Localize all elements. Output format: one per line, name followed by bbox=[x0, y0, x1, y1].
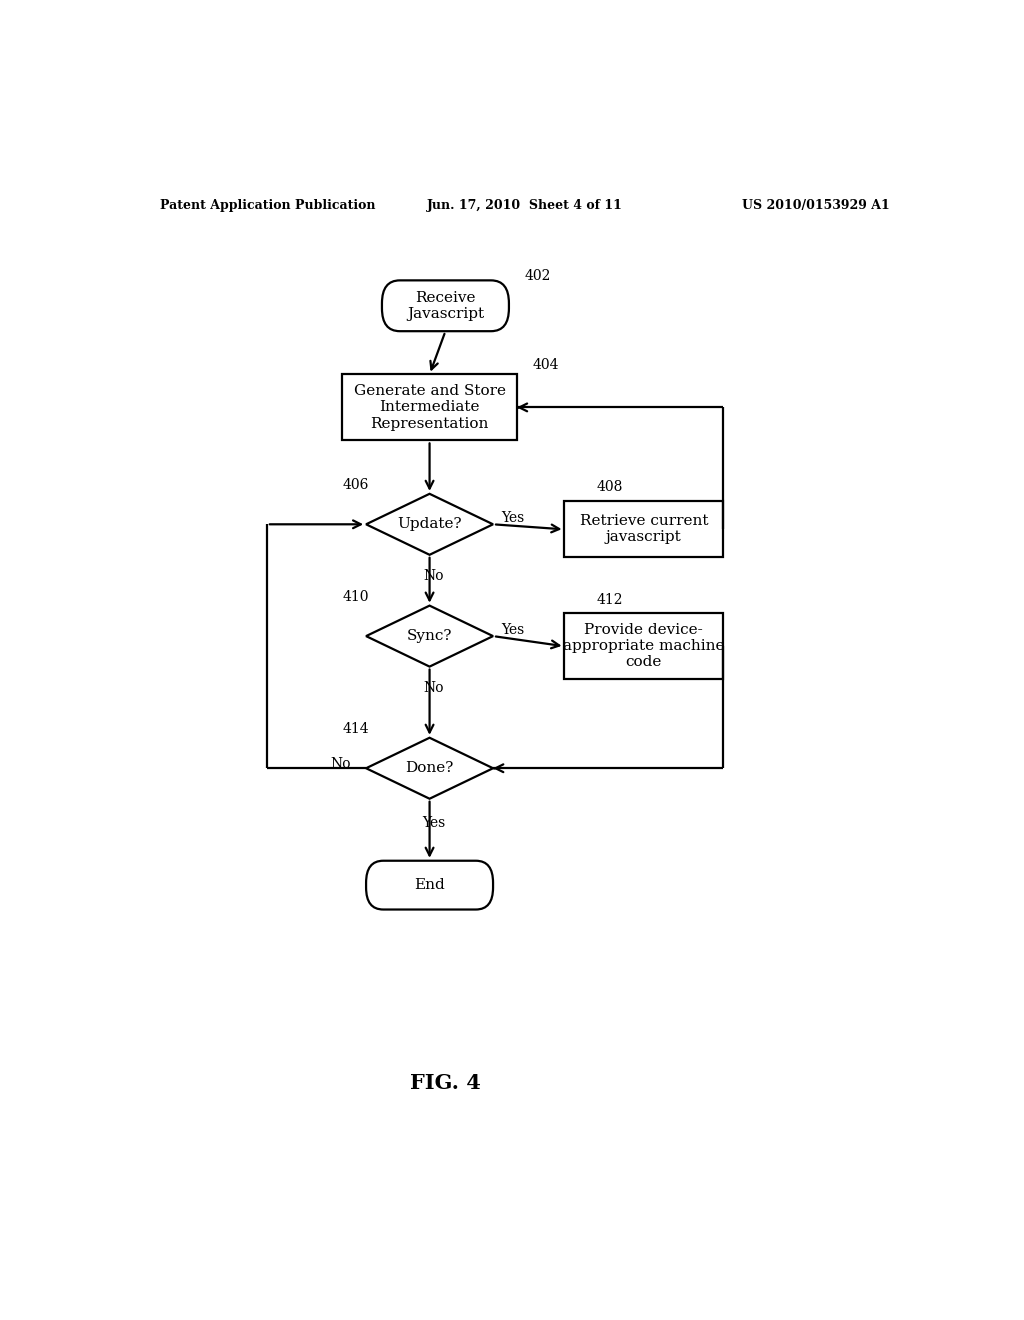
Bar bbox=[564, 502, 723, 557]
Text: 406: 406 bbox=[342, 478, 369, 492]
Text: Retrieve current
javascript: Retrieve current javascript bbox=[580, 515, 708, 544]
Text: 408: 408 bbox=[596, 479, 623, 494]
FancyBboxPatch shape bbox=[367, 861, 494, 909]
Text: Generate and Store
Intermediate
Representation: Generate and Store Intermediate Represen… bbox=[353, 384, 506, 430]
Text: US 2010/0153929 A1: US 2010/0153929 A1 bbox=[742, 199, 890, 213]
Text: 414: 414 bbox=[342, 722, 369, 735]
Text: No: No bbox=[423, 569, 443, 583]
Text: FIG. 4: FIG. 4 bbox=[410, 1073, 481, 1093]
Text: 404: 404 bbox=[532, 358, 559, 372]
Text: End: End bbox=[414, 878, 445, 892]
Text: Jun. 17, 2010  Sheet 4 of 11: Jun. 17, 2010 Sheet 4 of 11 bbox=[427, 199, 623, 213]
Bar bbox=[342, 375, 517, 441]
Polygon shape bbox=[367, 738, 494, 799]
Text: Yes: Yes bbox=[501, 623, 524, 638]
Text: 410: 410 bbox=[342, 590, 369, 603]
Bar bbox=[564, 614, 723, 680]
Text: Update?: Update? bbox=[397, 517, 462, 532]
Text: 402: 402 bbox=[524, 269, 551, 284]
Text: No: No bbox=[423, 681, 443, 696]
Text: Yes: Yes bbox=[501, 511, 524, 525]
Polygon shape bbox=[367, 606, 494, 667]
Text: Provide device-
appropriate machine
code: Provide device- appropriate machine code bbox=[563, 623, 725, 669]
Text: Yes: Yes bbox=[422, 816, 445, 830]
FancyBboxPatch shape bbox=[382, 280, 509, 331]
Text: Done?: Done? bbox=[406, 762, 454, 775]
Polygon shape bbox=[367, 494, 494, 554]
Text: 412: 412 bbox=[596, 593, 623, 607]
Text: Sync?: Sync? bbox=[407, 630, 453, 643]
Text: No: No bbox=[331, 758, 351, 771]
Text: Receive
Javascript: Receive Javascript bbox=[407, 290, 484, 321]
Text: Patent Application Publication: Patent Application Publication bbox=[160, 199, 375, 213]
